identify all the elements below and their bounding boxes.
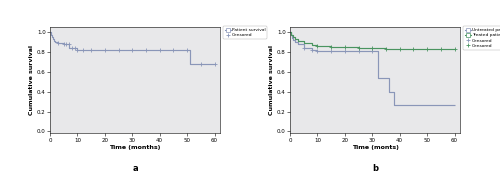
- Text: a: a: [132, 164, 138, 171]
- X-axis label: Time (months): Time (months): [110, 145, 160, 150]
- X-axis label: Time (monts): Time (monts): [352, 145, 399, 150]
- Legend: Untreated patients, Treated patients, Censored, Censored: Untreated patients, Treated patients, Ce…: [464, 26, 500, 50]
- Legend: Patient survival, Censored: Patient survival, Censored: [224, 26, 268, 39]
- Y-axis label: Cumulative survival: Cumulative survival: [30, 45, 35, 115]
- Y-axis label: Cumulative survival: Cumulative survival: [270, 45, 274, 115]
- Text: b: b: [372, 164, 378, 171]
